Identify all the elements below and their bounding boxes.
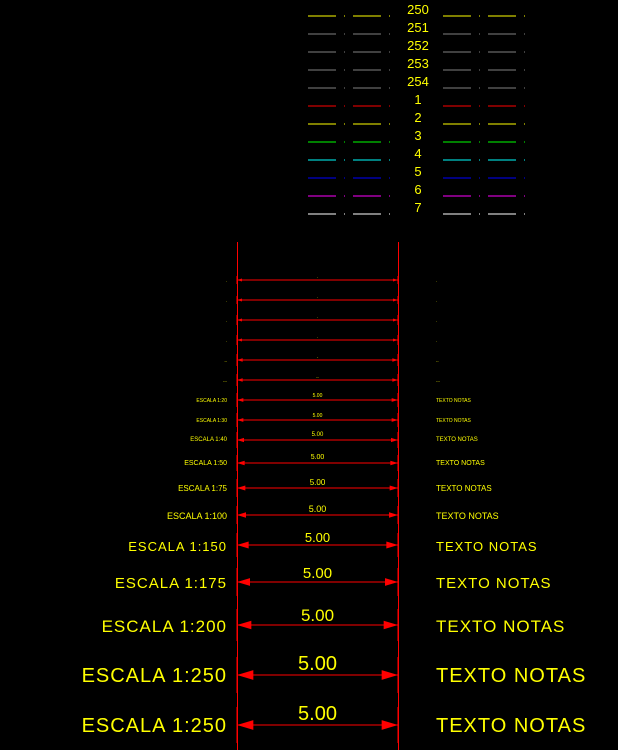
scale-row: ESCALA 1:20TEXTO NOTAS5.00 [0, 400, 618, 411]
linetype-label: 5 [398, 164, 438, 179]
scale-label: - [226, 299, 227, 303]
linetype-row-251: 251 [0, 24, 618, 42]
notes-label: TEXTO NOTAS [436, 539, 538, 554]
dimension-value: 5.00 [237, 565, 398, 582]
dimension-value: 5.00 [237, 606, 398, 626]
dimension-value: 5.00 [237, 653, 398, 676]
linetype-label: 1 [398, 92, 438, 107]
linetype-label: 254 [398, 74, 438, 89]
notes-label: TEXTO NOTAS [436, 665, 586, 688]
dimension-value: - [237, 335, 398, 339]
scale-label: ESCALA 1:40 [190, 437, 227, 443]
linetype-row-250: 250 [0, 6, 618, 24]
scale-label: -- [224, 358, 227, 363]
linetype-row-1: 1 [0, 96, 618, 114]
dimension-value: - [237, 295, 398, 299]
scale-label: --- [223, 378, 227, 383]
notes-label: TEXTO NOTAS [436, 398, 471, 404]
linetype-row-254: 254 [0, 78, 618, 96]
scale-row: ESCALA 1:200TEXTO NOTAS5.00 [0, 625, 618, 648]
dimension-value: - [237, 275, 398, 279]
linetype-row-4: 4 [0, 150, 618, 168]
scale-row: ESCALA 1:50TEXTO NOTAS5.00 [0, 463, 618, 476]
notes-label: TEXTO NOTAS [436, 575, 551, 592]
dimension-value: 5.00 [237, 530, 398, 545]
notes-label: TEXTO NOTAS [436, 484, 492, 493]
scale-label: - [226, 319, 227, 323]
notes-label: TEXTO NOTAS [436, 418, 471, 424]
linetype-row-2: 2 [0, 114, 618, 132]
dimension-value: 5.00 [237, 413, 398, 419]
scale-label: ESCALA 1:250 [82, 715, 227, 738]
scale-label: ESCALA 1:250 [82, 665, 227, 688]
scale-label: ESCALA 1:50 [184, 460, 227, 467]
scale-row: ESCALA 1:75TEXTO NOTAS5.00 [0, 488, 618, 502]
dimension-value: 5.00 [237, 703, 398, 726]
scale-row: --- [0, 300, 618, 309]
dimension-value: - [237, 315, 398, 319]
dimension-value: 5.00 [237, 432, 398, 438]
linetype-label: 250 [398, 2, 438, 17]
linetype-label: 7 [398, 200, 438, 215]
dimension-value: 5.00 [237, 393, 398, 399]
linetype-row-252: 252 [0, 42, 618, 60]
dimension-value: -- [237, 374, 398, 379]
scale-row: ESCALA 1:250TEXTO NOTAS5.00 [0, 675, 618, 701]
notes-label: TEXTO NOTAS [436, 617, 565, 637]
notes-label: - [436, 319, 437, 323]
scale-row: --- [0, 280, 618, 289]
notes-label: TEXTO NOTAS [436, 715, 586, 738]
scale-row: ESCALA 1:175TEXTO NOTAS5.00 [0, 582, 618, 603]
dimension-value: 5.00 [237, 478, 398, 487]
linetype-label: 6 [398, 182, 438, 197]
dimension-value: - [237, 354, 398, 359]
linetype-row-3: 3 [0, 132, 618, 150]
scale-row: -------- [0, 380, 618, 390]
scale-label: ESCALA 1:30 [196, 418, 227, 424]
notes-label: TEXTO NOTAS [436, 460, 485, 467]
notes-label: - [436, 279, 437, 283]
scale-row: --- [0, 320, 618, 329]
scale-label: ESCALA 1:20 [196, 398, 227, 404]
scale-row: ESCALA 1:40TEXTO NOTAS5.00 [0, 440, 618, 452]
scale-row: ESCALA 1:150TEXTO NOTAS5.00 [0, 545, 618, 564]
linetype-row-7: 7 [0, 204, 618, 222]
notes-label: - [436, 299, 437, 303]
scale-row: ESCALA 1:100TEXTO NOTAS5.00 [0, 515, 618, 530]
linetype-label: 3 [398, 128, 438, 143]
dimension-value: 5.00 [237, 454, 398, 461]
scale-row: ESCALA 1:250TEXTO NOTAS5.00 [0, 725, 618, 750]
linetype-row-6: 6 [0, 186, 618, 204]
linetype-label: 252 [398, 38, 438, 53]
scale-label: ESCALA 1:200 [102, 617, 227, 637]
dimension-value: 5.00 [237, 504, 398, 514]
scale-row: ----- [0, 360, 618, 370]
linetype-row-5: 5 [0, 168, 618, 186]
scale-label: ESCALA 1:175 [115, 575, 227, 592]
notes-label: - [436, 339, 437, 343]
linetype-label: 4 [398, 146, 438, 161]
notes-label: --- [436, 378, 440, 383]
linetype-row-253: 253 [0, 60, 618, 78]
notes-label: -- [436, 358, 439, 363]
linetype-label: 253 [398, 56, 438, 71]
scale-label: ESCALA 1:100 [167, 511, 227, 521]
scale-label: - [226, 339, 227, 343]
linetype-label: 251 [398, 20, 438, 35]
scale-row: --- [0, 340, 618, 349]
notes-label: TEXTO NOTAS [436, 437, 478, 443]
notes-label: TEXTO NOTAS [436, 511, 499, 521]
scale-label: ESCALA 1:150 [128, 539, 227, 554]
scale-label: ESCALA 1:75 [178, 484, 227, 493]
scale-label: - [226, 279, 227, 283]
linetype-label: 2 [398, 110, 438, 125]
